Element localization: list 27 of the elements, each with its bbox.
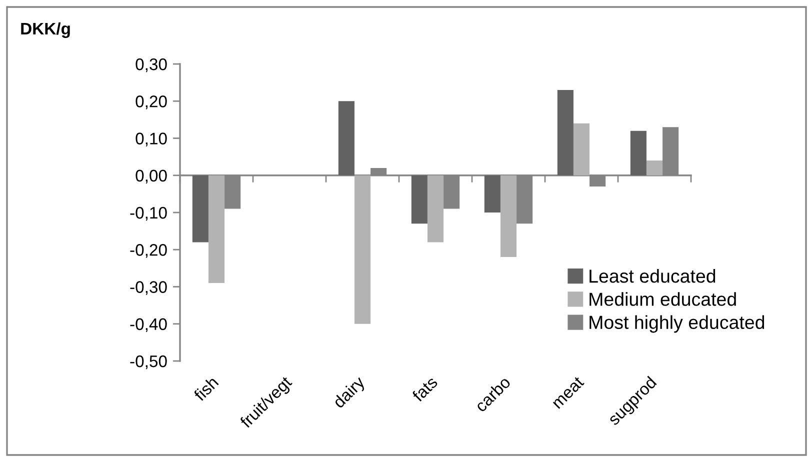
bar (427, 175, 444, 242)
x-tick-label: fish (192, 376, 219, 402)
y-tick-label: 0,00 (136, 170, 167, 184)
bar (338, 101, 354, 176)
bar (208, 175, 225, 284)
y-tick-label: -0,20 (130, 244, 167, 258)
bar (411, 175, 428, 224)
x-tick-label: fats (411, 375, 438, 402)
bar (354, 175, 371, 324)
y-tick-label: -0,30 (130, 281, 167, 295)
bar (484, 175, 500, 212)
bar (557, 90, 574, 176)
y-tick-label: -0,40 (130, 318, 167, 332)
legend-label: Medium educated (590, 292, 736, 306)
bar (630, 130, 646, 176)
y-axis-title: DKK/g (21, 22, 70, 38)
y-tick-label: 0,20 (136, 96, 167, 110)
bar (500, 175, 517, 258)
bar (573, 123, 590, 176)
y-tick-label: -0,50 (130, 355, 167, 370)
legend-label: Most highly educated (590, 315, 764, 333)
legend-label: Least educated (590, 269, 716, 283)
y-tick-label: 0,10 (136, 132, 167, 146)
y-tick-label: 0,30 (136, 58, 167, 72)
y-tick-label: -0,10 (130, 206, 167, 221)
bar (192, 175, 208, 242)
bar (646, 160, 663, 176)
